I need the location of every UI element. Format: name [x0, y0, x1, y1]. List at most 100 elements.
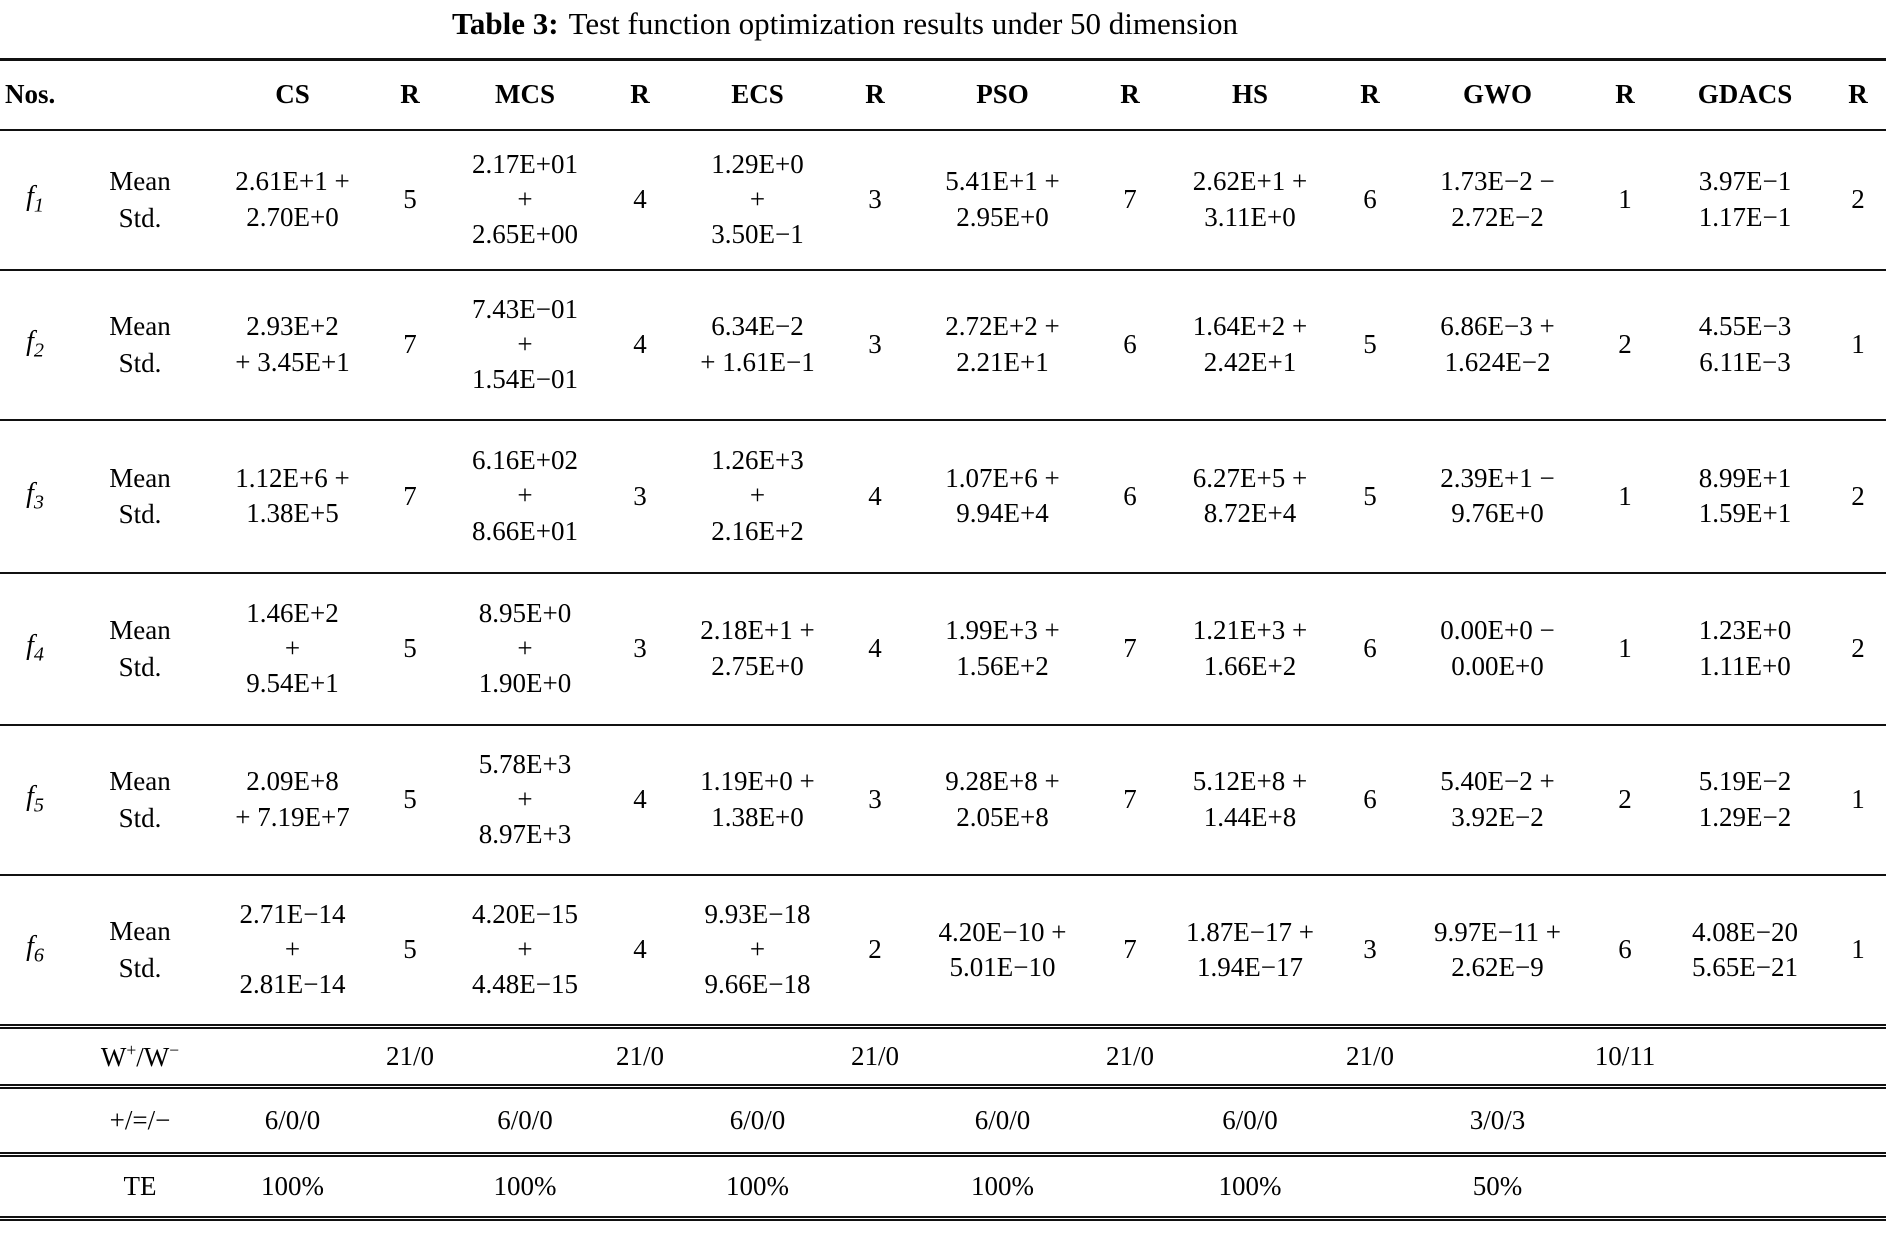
cell-rank-ecs: 3 — [868, 784, 882, 814]
empty-cell — [445, 1027, 605, 1087]
cell-value-mcs: 5.78E+3 + 8.97E+3 — [478, 748, 572, 850]
col-header-ecs: ECS — [731, 79, 784, 110]
cell-rank-gwo: 2 — [1618, 329, 1632, 359]
mean-std-cell: Mean Std. — [109, 916, 171, 983]
cell-value-mcs: 2.17E+01 + 2.65E+00 — [472, 148, 578, 250]
wtl-value-cs: 6/0/0 — [264, 1105, 321, 1135]
wilcoxon-value-mcs: 21/0 — [615, 1041, 664, 1071]
cell-rank-pso: 7 — [1123, 184, 1137, 214]
function-symbol: f — [26, 326, 34, 358]
summary-row-wilcoxon: W+/W− 21/0 21/0 21/0 21/0 21/0 10/11 — [0, 1027, 1886, 1087]
cell-rank-gdacs: 2 — [1851, 480, 1865, 511]
cell-rank-pso: 7 — [1123, 934, 1137, 965]
function-symbol: f — [26, 181, 34, 213]
cell-rank-gwo: 1 — [1618, 633, 1632, 663]
cell-rank-pso: 6 — [1123, 329, 1137, 359]
cell-rank-hs: 3 — [1363, 934, 1377, 965]
table-caption: Table 3: Test function optimization resul… — [0, 0, 1690, 58]
cell-rank-cs: 7 — [403, 480, 417, 511]
cell-rank-gdacs: 1 — [1851, 784, 1865, 814]
wilcoxon-label-sup: − — [169, 1040, 180, 1060]
empty-cell — [0, 1087, 70, 1155]
col-header-gdacs: GDACS — [1697, 79, 1793, 110]
wtl-value-gwo: 3/0/3 — [1469, 1105, 1526, 1135]
empty-cell — [1165, 1027, 1335, 1087]
col-header-stat — [70, 60, 210, 130]
cell-rank-gwo: 6 — [1618, 934, 1632, 965]
te-value-ecs: 100% — [726, 1171, 789, 1201]
table-row-f4: f4 Mean Std. 1.46E+2 + 9.54E+1 5 8.95E+0… — [0, 573, 1886, 725]
wilcoxon-value-cs: 21/0 — [385, 1041, 434, 1071]
empty-cell — [1095, 1087, 1165, 1155]
table-row-f2: f2 Mean Std. 2.93E+2 + 3.45E+1 7 7.43E−0… — [0, 270, 1886, 420]
col-header-gwo: GWO — [1462, 79, 1532, 110]
cell-value-ecs: 1.19E+0 + 1.38E+0 — [700, 766, 815, 832]
empty-cell — [675, 1027, 840, 1087]
cell-rank-pso: 7 — [1123, 784, 1137, 814]
cell-value-hs: 1.64E+2 + 2.42E+1 — [1192, 311, 1308, 377]
cell-value-pso: 5.41E+1 + 2.95E+0 — [945, 166, 1060, 232]
col-header-rank: R — [1615, 79, 1635, 110]
cell-value-ecs: 1.29E+0 + 3.50E−1 — [711, 148, 804, 250]
function-symbol: f — [26, 781, 34, 813]
cell-value-gwo: 2.39E+1 − 9.76E+0 — [1440, 462, 1555, 528]
col-header-rank: R — [1120, 79, 1140, 110]
empty-cell — [1830, 1155, 1886, 1219]
function-label: f4 — [0, 573, 70, 725]
empty-cell — [210, 1027, 375, 1087]
empty-cell — [0, 1027, 70, 1087]
cell-value-hs: 6.27E+5 + 8.72E+4 — [1192, 462, 1308, 528]
table-row-f1: f1 Mean Std. 2.61E+1 + 2.70E+0 5 2.17E+0… — [0, 130, 1886, 270]
wtl-value-ecs: 6/0/0 — [729, 1105, 786, 1135]
wilcoxon-label-part: /W — [136, 1042, 170, 1072]
wilcoxon-label-sup: + — [126, 1040, 137, 1060]
table-caption-text: Test function optimization results under… — [568, 6, 1238, 41]
table-row-f3: f3 Mean Std. 1.12E+6 + 1.38E+5 7 6.16E+0… — [0, 420, 1886, 573]
cell-rank-hs: 6 — [1363, 784, 1377, 814]
function-index: 5 — [33, 794, 44, 817]
mean-std-cell: Mean Std. — [109, 166, 171, 233]
win-tie-lose-label: +/=/− — [109, 1105, 171, 1135]
cell-rank-hs: 6 — [1363, 184, 1377, 214]
col-header-rank: R — [1848, 79, 1868, 110]
cell-value-cs: 1.46E+2 + 9.54E+1 — [246, 597, 339, 699]
cell-value-gwo: 1.73E−2 − 2.72E−2 — [1440, 166, 1555, 232]
empty-cell — [1095, 1155, 1165, 1219]
wtl-value-hs: 6/0/0 — [1222, 1105, 1278, 1135]
col-header-cs: CS — [275, 79, 310, 110]
cell-rank-mcs: 3 — [633, 633, 647, 663]
cell-value-hs: 5.12E+8 + 1.44E+8 — [1192, 766, 1308, 832]
cell-value-ecs: 2.18E+1 + 2.75E+0 — [700, 615, 815, 681]
empty-cell — [1660, 1155, 1830, 1219]
mean-std-cell: Mean Std. — [109, 311, 171, 378]
table-caption-number: Table 3: — [452, 6, 559, 41]
cell-value-gdacs: 4.55E−3 6.11E−3 — [1698, 311, 1792, 377]
cell-value-pso: 9.28E+8 + 2.05E+8 — [945, 766, 1060, 832]
function-index: 4 — [33, 643, 44, 666]
empty-cell — [1830, 1087, 1886, 1155]
cell-value-gdacs: 4.08E−20 5.65E−21 — [1692, 916, 1798, 982]
function-index: 1 — [33, 194, 44, 217]
cell-value-hs: 1.87E−17 + 1.94E−17 — [1186, 916, 1314, 982]
cell-rank-ecs: 2 — [868, 934, 882, 965]
cell-rank-mcs: 4 — [633, 184, 647, 214]
cell-rank-hs: 5 — [1363, 329, 1377, 359]
cell-rank-hs: 6 — [1363, 633, 1377, 663]
cell-rank-mcs: 4 — [633, 329, 647, 359]
empty-cell — [0, 1155, 70, 1219]
empty-cell — [840, 1087, 910, 1155]
function-label: f6 — [0, 875, 70, 1027]
cell-rank-gwo: 1 — [1618, 184, 1632, 214]
cell-rank-gdacs: 1 — [1851, 934, 1865, 965]
empty-cell — [1660, 1027, 1830, 1087]
te-label: TE — [123, 1171, 157, 1201]
cell-rank-gwo: 1 — [1618, 480, 1632, 511]
cell-value-ecs: 9.93E−18 + 9.66E−18 — [704, 899, 811, 1000]
col-header-nos: Nos. — [5, 79, 56, 110]
cell-value-gwo: 0.00E+0 − 0.00E+0 — [1440, 615, 1555, 681]
empty-cell — [910, 1027, 1095, 1087]
cell-rank-gwo: 2 — [1618, 784, 1632, 814]
cell-rank-ecs: 3 — [868, 184, 882, 214]
cell-value-gwo: 5.40E−2 + 3.92E−2 — [1440, 766, 1555, 832]
empty-cell — [1830, 1027, 1886, 1087]
